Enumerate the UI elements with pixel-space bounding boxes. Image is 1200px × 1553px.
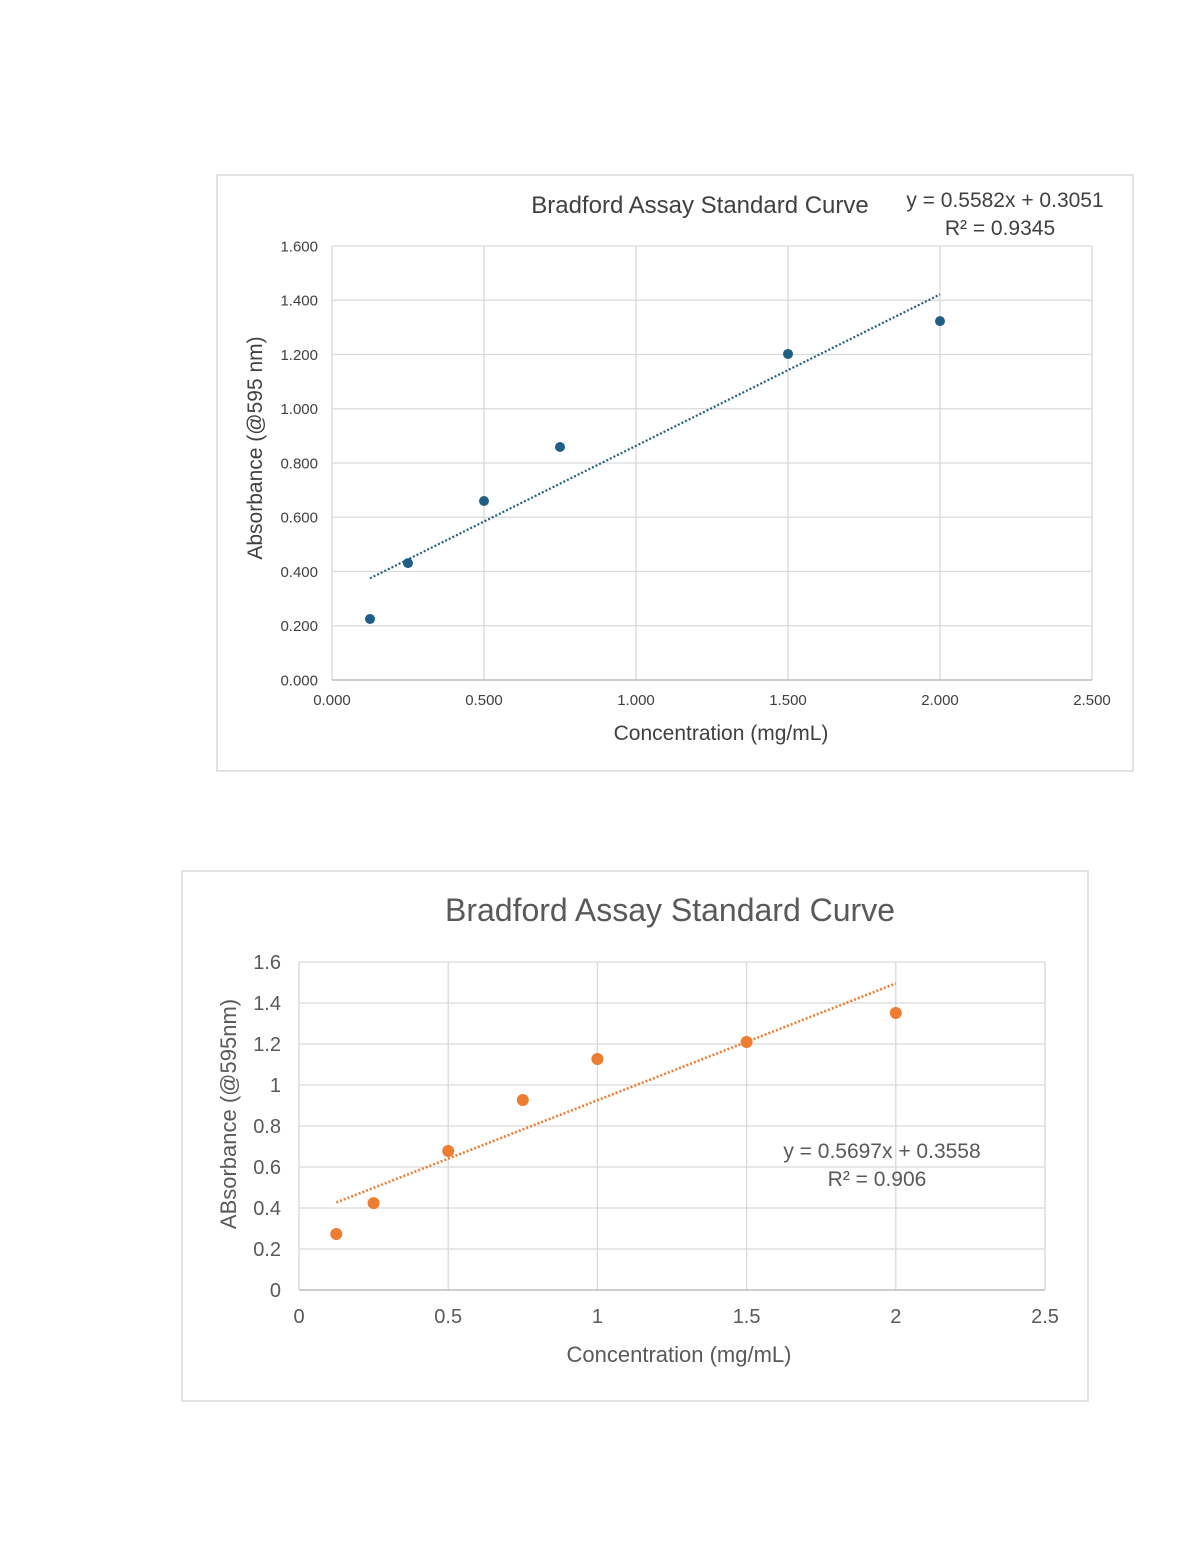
chart-title: Bradford Assay Standard Curve <box>445 892 895 928</box>
x-axis-label: Concentration (mg/mL) <box>614 722 829 745</box>
y-tick-label: 0.600 <box>280 510 318 527</box>
y-tick-label: 1.400 <box>280 293 318 310</box>
data-point <box>479 495 489 506</box>
y-tick-label: 0.800 <box>280 455 318 472</box>
chart-title: Bradford Assay Standard Curve <box>531 192 869 219</box>
data-point <box>403 558 413 569</box>
chart-border <box>181 870 1089 1402</box>
y-tick-label: 1.4 <box>253 993 281 1015</box>
x-tick-label: 1.5 <box>733 1306 761 1328</box>
data-point <box>783 348 793 359</box>
chart-1: 0.000 0.200 0.400 0.600 0.800 1.000 1.200 1.400… <box>216 174 1134 772</box>
y-tick-label: 0 <box>270 1280 281 1302</box>
x-tick-label: 1.000 <box>617 692 655 709</box>
y-tick-label: 1.6 <box>253 952 281 974</box>
y-tick-label: 1.000 <box>280 401 318 418</box>
x-tick-label: 0 <box>293 1306 304 1328</box>
y-tick-label: 0.2 <box>253 1239 281 1261</box>
y-tick-label: 1 <box>270 1075 281 1097</box>
trendline-equation: y = 0.5697x + 0.3558 <box>783 1140 980 1163</box>
x-axis-label: Concentration (mg/mL) <box>567 1342 792 1367</box>
x-tick-label: 2.000 <box>921 692 959 709</box>
trendline-equation: y = 0.5582x + 0.3051 <box>906 189 1103 212</box>
x-tick-label: 2.500 <box>1073 692 1111 709</box>
y-tick-label: 0.200 <box>280 618 318 635</box>
y-tick-label: 0.8 <box>253 1116 281 1138</box>
x-tick-label: 0.5 <box>434 1306 462 1328</box>
data-point <box>516 1093 529 1106</box>
y-tick-label: 1.200 <box>280 347 318 364</box>
y-tick-label: 1.2 <box>253 1034 281 1056</box>
y-tick-label: 1.600 <box>280 238 318 255</box>
data-point <box>889 1007 902 1020</box>
x-tick-label: 0.500 <box>465 692 503 709</box>
y-axis-label: Absorbance (@595 nm) <box>244 336 267 559</box>
y-axis-label: ABsorbance (@595nm) <box>216 999 241 1229</box>
r-squared-label: R² = 0.9345 <box>945 217 1055 240</box>
chart-2: 0 0.2 0.4 0.6 0.8 1 1.2 1.4 1.6 0 0.5 1 1.5 2 2.5 Bradf… <box>181 870 1089 1402</box>
r-squared-label: R² = 0.906 <box>828 1168 927 1191</box>
data-point <box>935 316 945 327</box>
x-tick-label: 1.500 <box>769 692 807 709</box>
data-point <box>367 1197 380 1210</box>
y-tick-label: 0.6 <box>253 1157 281 1179</box>
x-tick-label: 2 <box>890 1306 901 1328</box>
data-point <box>365 613 375 624</box>
data-point <box>740 1035 753 1048</box>
data-point <box>330 1228 343 1241</box>
data-point <box>591 1052 604 1065</box>
y-tick-label: 0.400 <box>280 564 318 581</box>
chart-border <box>216 174 1134 772</box>
data-point <box>555 441 565 452</box>
trendline <box>335 982 897 1204</box>
y-tick-label: 0.4 <box>253 1198 281 1220</box>
x-tick-label: 2.5 <box>1031 1306 1059 1328</box>
x-tick-label: 0.000 <box>313 692 351 709</box>
y-tick-label: 0.000 <box>280 672 318 689</box>
x-tick-label: 1 <box>592 1306 603 1328</box>
data-point <box>442 1145 455 1158</box>
